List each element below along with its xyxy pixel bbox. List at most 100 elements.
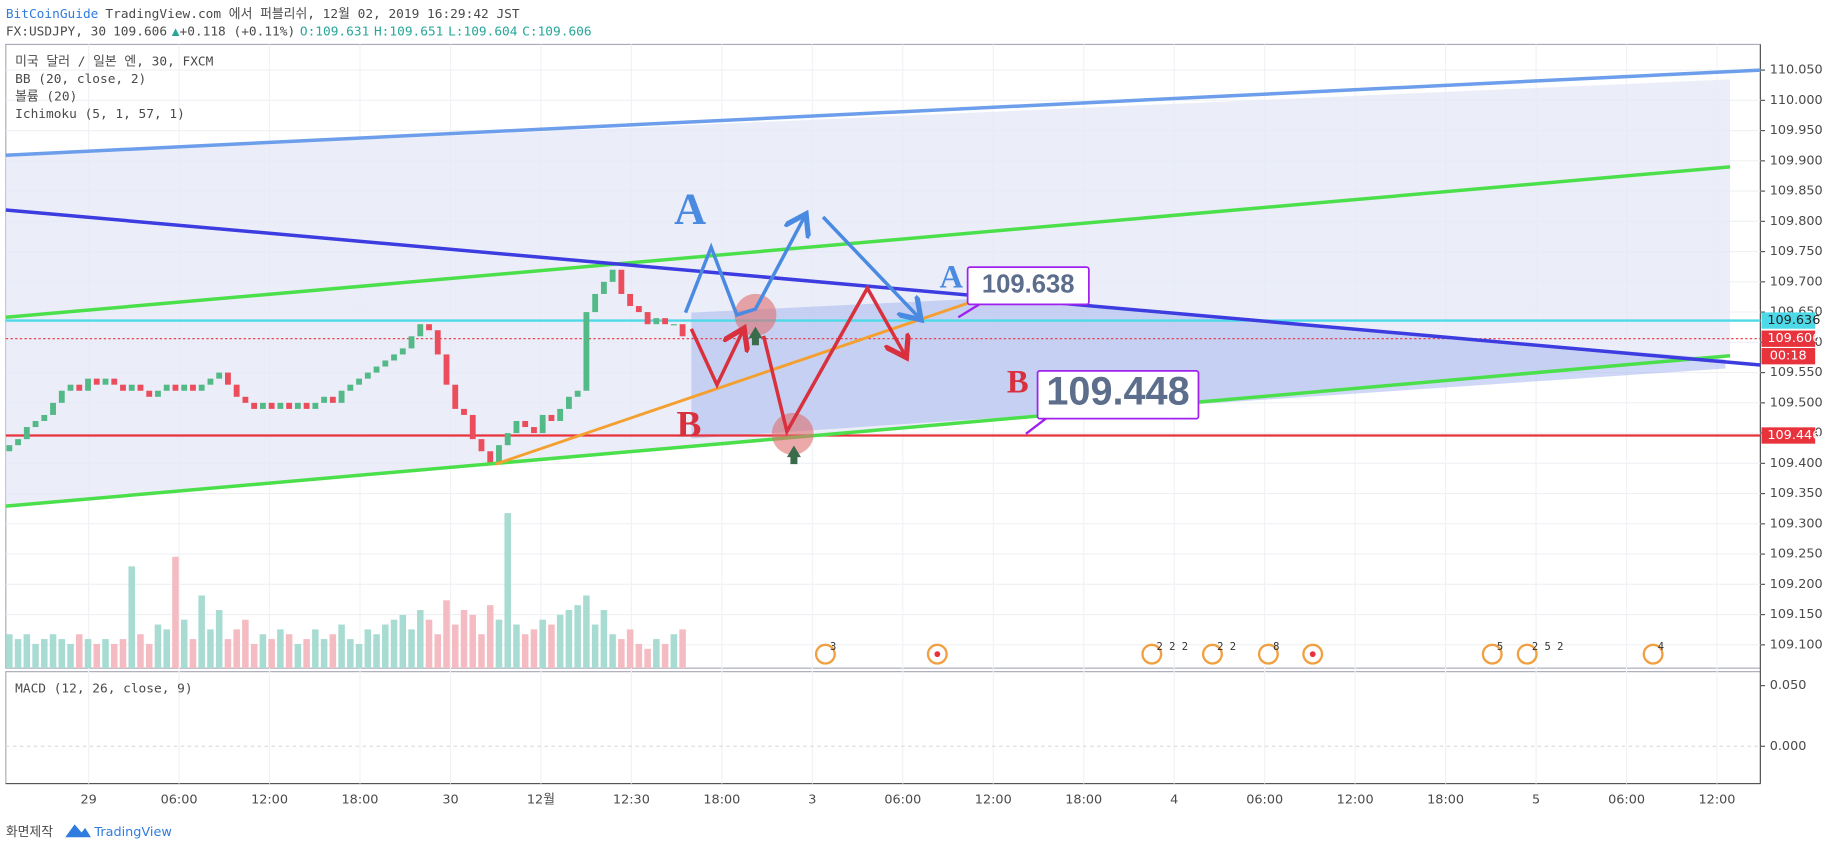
event-count: 4 [1658,641,1664,653]
macd-tick-label: 0.000 [1770,739,1807,754]
candle-body [548,414,555,421]
candle-body [207,378,214,385]
volume-bar [84,639,92,669]
volume-bar [408,629,415,669]
x-tick-label: 06:00 [884,792,921,807]
candle-body [23,427,30,440]
x-tick-label: 3 [808,792,816,807]
author: BitCoinGuide [6,7,99,22]
ohlc: H:109.651 [374,24,443,39]
footer-brand: TradingView [93,825,171,840]
candle-body [408,336,415,349]
candle-body [15,439,21,446]
candle-body [277,402,284,409]
countdown: 00:18 [1770,349,1807,364]
y-tick-label: 109.950 [1770,123,1823,138]
candle-body [513,420,520,434]
x-tick-label: 12:00 [1337,792,1374,807]
volume-bar [417,610,424,669]
candle-body [172,384,179,391]
volume-bar [128,566,136,669]
volume-bar [6,634,13,669]
volume-bar [670,634,678,669]
candle-body [356,378,362,385]
volume-bar [530,629,538,669]
x-tick-label: 18:00 [1427,792,1464,807]
candle-body [76,384,83,391]
candle-body [146,390,153,397]
price: 109.606 [113,24,167,39]
symbol: FX:USDJPY, 30 [6,24,106,39]
volume-bar [303,639,310,669]
candle-body [216,372,223,379]
candle-body [286,402,293,409]
candle-body [58,390,65,403]
volume-bar [347,639,354,669]
y-tick-label: 109.150 [1770,607,1823,622]
volume-bar [521,634,529,669]
volume-bar [504,513,511,669]
candle-body [294,402,301,409]
x-tick-label: 30 [442,792,458,807]
volume-bar [364,629,372,669]
candle-body [93,378,100,385]
candle-body [557,408,564,421]
volume-bar [320,639,328,669]
volume-bar [574,605,581,669]
event-icon [814,643,836,665]
volume-bar [626,629,634,669]
callout-text: 109.448 [1046,370,1189,414]
volume-bar [198,595,205,669]
candle-body [679,324,686,337]
candle-body [635,306,642,313]
volume-bar [172,556,179,669]
callout-box [1036,369,1200,420]
volume-bar [163,629,170,669]
event-count: 5 [1497,641,1503,653]
callout-box [966,266,1090,306]
macd-label: MACD (12, 26, close, 9) [15,682,192,697]
volume-bar [600,610,608,669]
x-tick-label: 29 [80,792,96,807]
volume-bar [565,610,573,669]
volume-bar [119,639,127,669]
event-icon [1516,643,1538,665]
event-count: 2 2 [1217,641,1236,653]
volume-bar [556,614,564,669]
candle-body [102,378,109,385]
candle-body [670,324,677,326]
y-tick-label: 109.250 [1770,547,1823,562]
volume-bar [259,634,267,669]
candle-body [609,269,616,282]
volume-bar [653,639,660,669]
volume-bar [382,624,389,669]
candle-body [163,384,170,391]
volume-bar [76,634,83,669]
candle-body [566,396,572,409]
volume-bar [618,639,625,669]
candle-body [321,396,328,403]
x-tick-label: 18:00 [1065,792,1102,807]
up-triangle: ▲ [172,24,180,39]
y-tick-label: 109.900 [1770,153,1823,168]
price-tag [1761,312,1816,329]
event-count: 2 2 2 [1156,641,1188,653]
candle-body [426,324,432,331]
legend-item: BB (20, close, 2) [15,72,146,87]
event-icon [1257,643,1279,665]
x-tick-label: 5 [1532,792,1540,807]
change: +0.118 (+0.11%) [179,24,295,39]
tv-logo [65,824,91,838]
candle-body [618,269,625,294]
footer-made: 화면제작 [6,825,53,840]
volume-bar [180,619,188,669]
ohlc: O:109.631 [300,24,369,39]
volume-bar [679,629,686,669]
candle-body [487,451,494,464]
y-tick-label: 109.700 [1770,274,1823,289]
candle-body [259,402,266,409]
red-arrow [689,329,742,389]
candle-body [662,318,669,325]
candle-body [242,396,249,403]
volume-bar [49,634,57,669]
